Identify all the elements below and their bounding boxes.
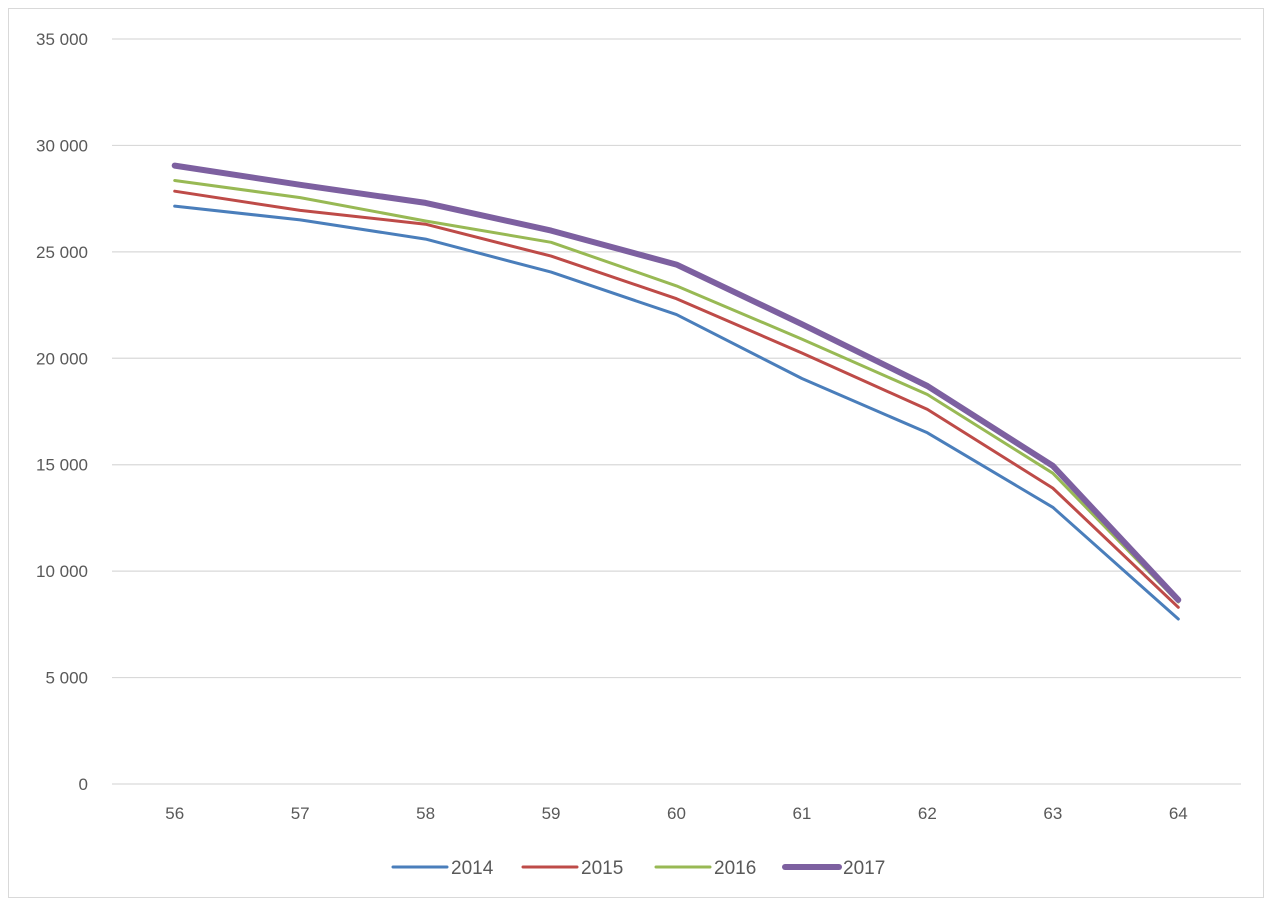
legend-label: 2017 — [843, 858, 885, 879]
y-tick-label: 10 000 — [36, 562, 88, 581]
chart-frame — [8, 8, 1264, 898]
x-tick-label: 60 — [667, 804, 686, 823]
y-tick-label: 0 — [79, 775, 88, 794]
series-line-2016 — [173, 179, 1180, 604]
series-line-2017 — [171, 162, 1182, 603]
x-tick-label: 58 — [416, 804, 435, 823]
y-axis-tick-labels: 0 5 000 10 000 15 000 20 000 25 000 30 000 35 0… — [36, 30, 88, 794]
x-tick-label: 59 — [542, 804, 561, 823]
x-tick-label: 63 — [1043, 804, 1062, 823]
y-tick-label: 20 000 — [36, 349, 88, 368]
x-axis-tick-labels: 56 57 58 59 60 61 62 63 64 — [165, 804, 1187, 823]
series-lines — [171, 162, 1182, 621]
x-tick-label: 57 — [291, 804, 310, 823]
x-tick-label: 62 — [918, 804, 937, 823]
y-tick-label: 30 000 — [36, 136, 88, 155]
x-tick-label: 64 — [1169, 804, 1188, 823]
y-tick-label: 25 000 — [36, 243, 88, 262]
legend: 2014 2015 2016 2017 — [391, 858, 885, 879]
gridlines — [112, 38, 1241, 785]
legend-label: 2014 — [451, 858, 494, 879]
y-tick-label: 35 000 — [36, 30, 88, 49]
legend-label: 2015 — [581, 858, 623, 879]
y-tick-label: 5 000 — [45, 669, 88, 688]
x-tick-label: 56 — [165, 804, 184, 823]
series-line-2015 — [173, 189, 1180, 609]
y-tick-label: 15 000 — [36, 456, 88, 475]
x-tick-label: 61 — [792, 804, 811, 823]
series-line-2014 — [173, 204, 1180, 621]
legend-label: 2016 — [714, 858, 756, 879]
